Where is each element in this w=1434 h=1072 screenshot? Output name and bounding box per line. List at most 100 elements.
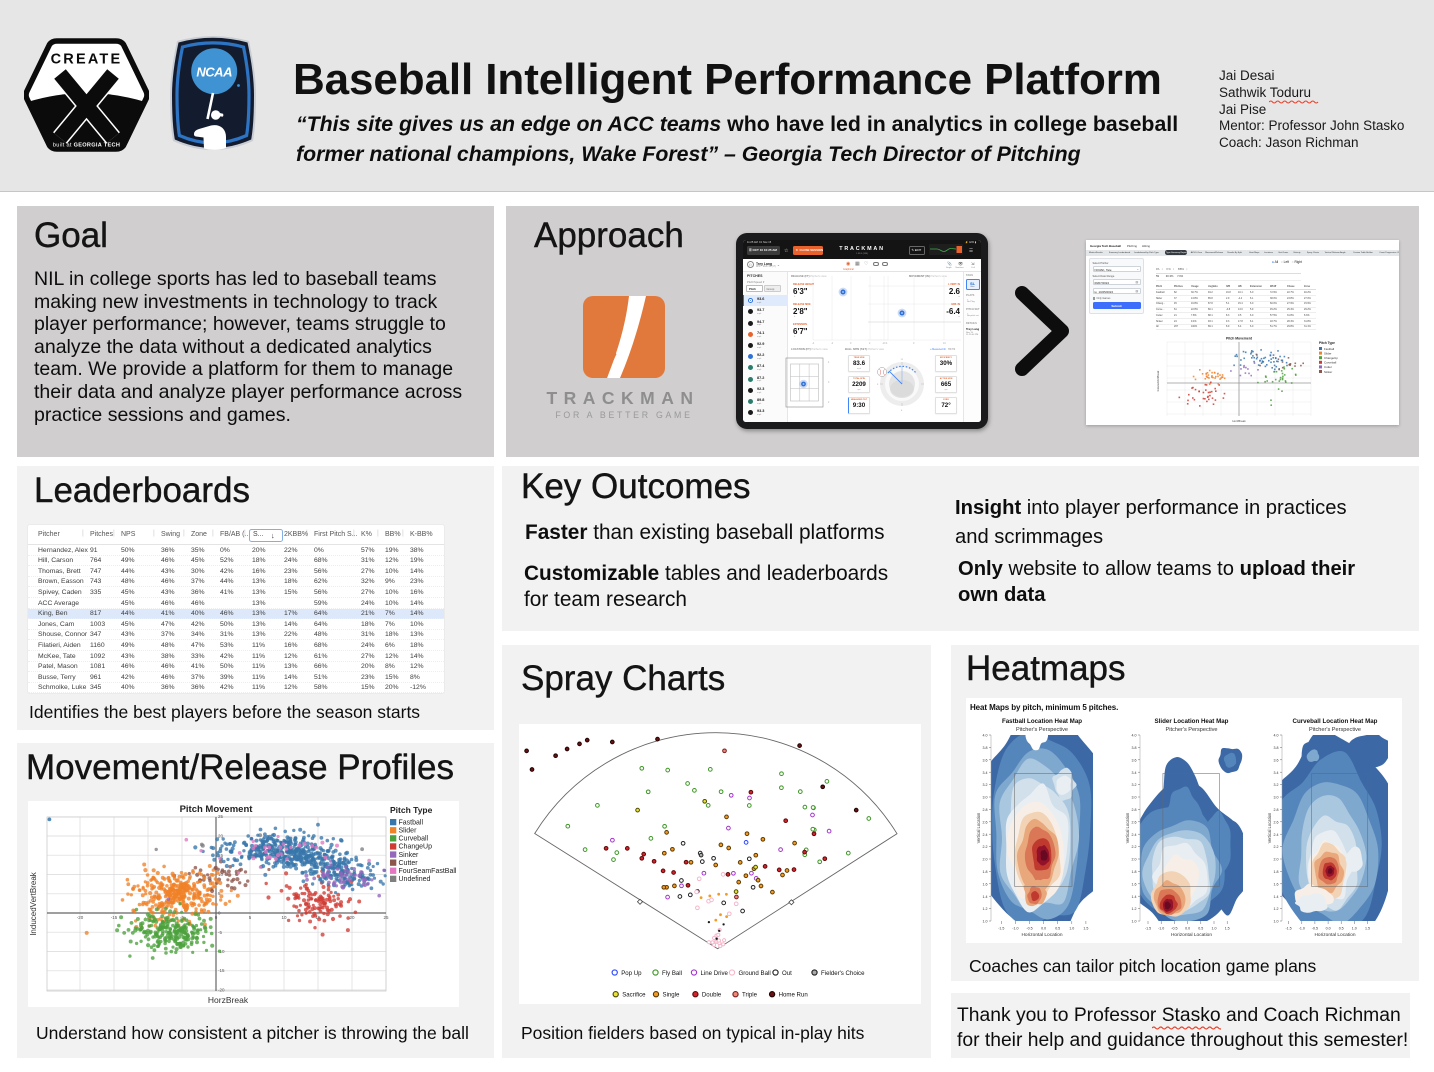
svg-text:-1.0: -1.0 xyxy=(1299,927,1305,931)
svg-text:2.6: 2.6 xyxy=(983,820,988,824)
svg-text:Sinker: Sinker xyxy=(399,852,420,859)
svg-text:Line Drive: Line Drive xyxy=(701,970,729,977)
svg-text:1.8: 1.8 xyxy=(1274,870,1279,874)
svg-text:0: 0 xyxy=(913,342,915,345)
svg-text:ChangeUp: ChangeUp xyxy=(1324,356,1338,360)
svg-text:Fly Ball: Fly Ball xyxy=(662,970,682,977)
svg-text:CREATE: CREATE xyxy=(51,52,123,68)
svg-text:2.4: 2.4 xyxy=(1274,833,1279,837)
svg-text:Cutter: Cutter xyxy=(1324,365,1332,369)
svg-text:2.8: 2.8 xyxy=(1132,808,1137,812)
svg-text:Triple: Triple xyxy=(742,992,758,999)
svg-text:1.0: 1.0 xyxy=(1274,920,1279,924)
svg-text:4.0: 4.0 xyxy=(1132,734,1137,738)
svg-text:3.2: 3.2 xyxy=(1274,783,1279,787)
svg-text:3.4: 3.4 xyxy=(1132,771,1137,775)
svg-text:-5: -5 xyxy=(180,915,184,920)
svg-text:1.6: 1.6 xyxy=(1274,882,1279,886)
svg-text:Horizontal Location: Horizontal Location xyxy=(1171,932,1212,937)
svg-text:0: 0 xyxy=(850,342,852,345)
svg-text:1.0: 1.0 xyxy=(983,920,988,924)
svg-text:-1.5: -1.5 xyxy=(1285,927,1291,931)
svg-text:-1.5: -1.5 xyxy=(1145,927,1151,931)
svg-text:2.0: 2.0 xyxy=(1274,858,1279,862)
svg-text:-20: -20 xyxy=(218,988,225,993)
svg-text:Pitch Type: Pitch Type xyxy=(1319,341,1335,345)
svg-text:-15: -15 xyxy=(218,968,225,973)
svg-text:3.0: 3.0 xyxy=(1132,796,1137,800)
svg-text:4: 4 xyxy=(886,342,888,345)
svg-text:20: 20 xyxy=(218,834,224,839)
svg-text:3.6: 3.6 xyxy=(1274,758,1279,762)
svg-text:0.0: 0.0 xyxy=(1185,927,1190,931)
svg-text:1.0: 1.0 xyxy=(1132,920,1137,924)
svg-text:Pitch Movement: Pitch Movement xyxy=(1226,337,1253,341)
svg-text:12: 12 xyxy=(901,359,904,361)
svg-text:5: 5 xyxy=(249,915,252,920)
svg-text:4.0: 4.0 xyxy=(1274,734,1279,738)
svg-text:Out: Out xyxy=(782,970,792,977)
svg-text:InducedVertBreak: InducedVertBreak xyxy=(29,871,38,936)
svg-text:Horizontal Location: Horizontal Location xyxy=(1314,932,1355,937)
svg-text:FourSeamFastBall: FourSeamFastBall xyxy=(399,868,457,875)
svg-text:10: 10 xyxy=(218,872,224,877)
svg-text:3.6: 3.6 xyxy=(1132,758,1137,762)
svg-text:1.6: 1.6 xyxy=(1132,882,1137,886)
svg-text:-10: -10 xyxy=(218,949,225,954)
svg-text:Double: Double xyxy=(702,992,722,999)
svg-text:4: 4 xyxy=(828,362,830,364)
svg-text:1.8: 1.8 xyxy=(1132,870,1137,874)
svg-text:0.0: 0.0 xyxy=(1326,927,1331,931)
svg-text:1.0: 1.0 xyxy=(1352,927,1357,931)
svg-text:1.4: 1.4 xyxy=(1132,895,1137,899)
svg-text:3.0: 3.0 xyxy=(983,796,988,800)
svg-text:-0.5: -0.5 xyxy=(1312,927,1318,931)
svg-text:1.2: 1.2 xyxy=(983,907,988,911)
svg-text:3.4: 3.4 xyxy=(983,771,988,775)
svg-text:-1.0: -1.0 xyxy=(1158,927,1164,931)
svg-text:3: 3 xyxy=(828,382,830,384)
svg-text:2.6: 2.6 xyxy=(1274,820,1279,824)
svg-text:built at GEORGIA TECH: built at GEORGIA TECH xyxy=(53,143,120,149)
svg-text:Curveball: Curveball xyxy=(399,836,429,843)
svg-text:-4: -4 xyxy=(812,342,815,345)
svg-text:InducedVertBreak: InducedVertBreak xyxy=(1156,370,1160,391)
svg-text:Vertical Location: Vertical Location xyxy=(1267,812,1272,843)
svg-text:3.8: 3.8 xyxy=(983,746,988,750)
svg-text:2.0: 2.0 xyxy=(983,858,988,862)
svg-text:Vertical Location: Vertical Location xyxy=(1125,812,1130,843)
svg-text:Ground Ball: Ground Ball xyxy=(739,970,771,977)
svg-text:-1.0: -1.0 xyxy=(1012,927,1018,931)
svg-text:2: 2 xyxy=(828,402,830,404)
svg-text:1.5: 1.5 xyxy=(1083,927,1088,931)
svg-text:6: 6 xyxy=(901,410,903,412)
svg-text:1.2: 1.2 xyxy=(1132,907,1137,911)
svg-text:-0.5: -0.5 xyxy=(1171,927,1177,931)
svg-text:3.8: 3.8 xyxy=(1132,746,1137,750)
svg-text:-20: -20 xyxy=(77,915,84,920)
svg-text:1.5: 1.5 xyxy=(1225,927,1230,931)
svg-text:Undefined: Undefined xyxy=(399,876,431,883)
svg-text:2.2: 2.2 xyxy=(1132,845,1137,849)
svg-text:Curveball: Curveball xyxy=(1324,361,1337,365)
svg-text:2.2: 2.2 xyxy=(1274,845,1279,849)
svg-text:2.8: 2.8 xyxy=(1274,808,1279,812)
svg-text:Pitch Movement: Pitch Movement xyxy=(180,804,254,815)
svg-text:10: 10 xyxy=(281,915,287,920)
svg-text:0: 0 xyxy=(215,915,218,920)
svg-text:3.0: 3.0 xyxy=(1274,796,1279,800)
svg-text:-1.5: -1.5 xyxy=(998,927,1004,931)
svg-text:Horizontal Location: Horizontal Location xyxy=(1021,932,1062,937)
svg-text:3.2: 3.2 xyxy=(1132,783,1137,787)
svg-text:1.4: 1.4 xyxy=(983,895,988,899)
svg-text:2.8: 2.8 xyxy=(983,808,988,812)
svg-text:HorzBreak: HorzBreak xyxy=(1232,419,1246,423)
svg-text:15: 15 xyxy=(218,853,224,858)
svg-text:Slider: Slider xyxy=(1324,351,1331,355)
svg-text:-15: -15 xyxy=(111,915,118,920)
svg-text:-5: -5 xyxy=(218,930,222,935)
svg-text:Slider: Slider xyxy=(399,828,418,835)
svg-text:4.0: 4.0 xyxy=(983,734,988,738)
svg-text:0: 0 xyxy=(218,911,221,916)
svg-text:-0.5: -0.5 xyxy=(1026,927,1032,931)
